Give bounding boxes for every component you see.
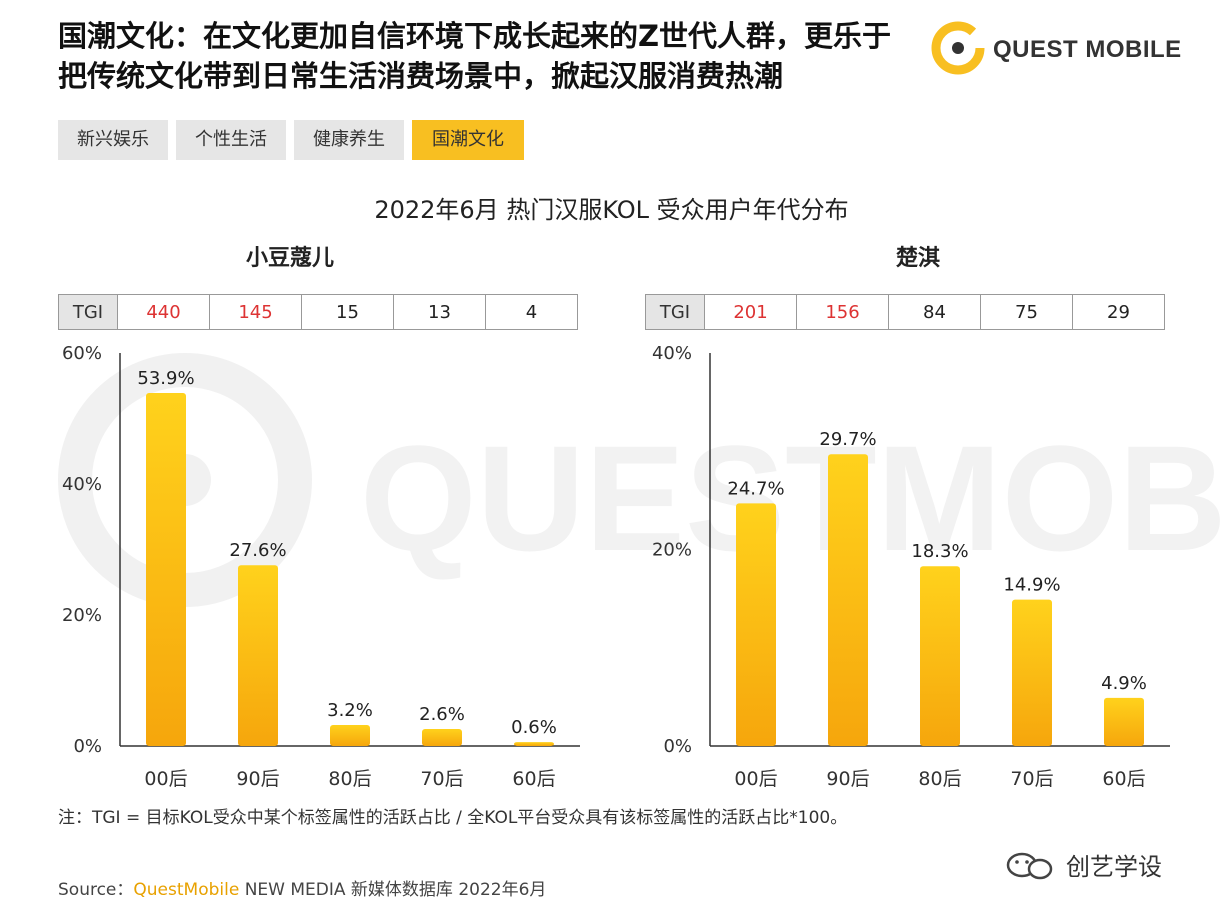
tgi-cell: 13 [393, 294, 486, 330]
x-tick-label: 00后 [144, 768, 187, 790]
y-tick-label: 20% [62, 605, 102, 626]
x-tick-label: 70后 [1010, 768, 1053, 790]
wechat-account-label: 创艺学设 [1066, 853, 1162, 881]
source-prefix: Source： [58, 880, 134, 900]
y-tick-label: 40% [652, 343, 692, 364]
bar-60后 [514, 742, 554, 746]
bar-70后 [1012, 599, 1052, 746]
y-tick-label: 40% [62, 474, 102, 495]
bar-value-label: 53.9% [137, 368, 194, 389]
bar-value-label: 29.7% [819, 429, 876, 450]
left-tgi-table: TGI 440 145 15 13 4 [58, 294, 578, 330]
left-chart-title: 小豆蔻儿 [245, 246, 334, 271]
source-line: Source：QuestMobile NEW MEDIA 新媒体数据库 2022… [58, 875, 546, 900]
x-tick-label: 90后 [826, 768, 869, 790]
tgi-cell: 145 [209, 294, 302, 330]
bar-70后 [422, 728, 462, 746]
page-headline: 国潮文化：在文化更加自信环境下成长起来的Z世代人群，更乐于把传统文化带到日常生活… [58, 19, 892, 93]
x-tick-label: 80后 [918, 768, 961, 790]
source-rest: NEW MEDIA 新媒体数据库 2022年6月 [239, 880, 547, 900]
bar-value-label: 2.6% [419, 704, 465, 725]
bar-value-label: 3.2% [327, 700, 373, 721]
x-tick-label: 00后 [734, 768, 777, 790]
y-tick-label: 60% [62, 343, 102, 364]
tgi-cell: 201 [704, 294, 797, 330]
bar-00后 [146, 392, 186, 746]
tgi-cell: 4 [485, 294, 578, 330]
bar-value-label: 14.9% [1003, 575, 1060, 596]
bar-value-label: 24.7% [727, 478, 784, 499]
bar-60后 [1104, 697, 1144, 746]
tab-health[interactable]: 健康养生 [294, 120, 404, 160]
right-chart-title: 楚淇 [895, 246, 940, 271]
x-tick-label: 90后 [236, 768, 279, 790]
tgi-cell: 75 [980, 294, 1073, 330]
tab-new-entertainment[interactable]: 新兴娱乐 [58, 120, 168, 160]
y-tick-label: 0% [663, 736, 692, 757]
tgi-cell: 440 [117, 294, 210, 330]
tgi-cell: 29 [1072, 294, 1165, 330]
bar-90后 [238, 565, 278, 746]
y-tick-label: 20% [652, 540, 692, 561]
right-tgi-table: TGI 201 156 84 75 29 [645, 294, 1165, 330]
bar-value-label: 0.6% [511, 717, 557, 738]
tgi-label: TGI [58, 294, 118, 330]
x-tick-label: 70后 [420, 768, 463, 790]
tgi-label: TGI [645, 294, 705, 330]
logo-dot-icon [952, 42, 964, 54]
x-tick-label: 60后 [1102, 768, 1145, 790]
y-tick-label: 0% [73, 736, 102, 757]
tgi-cell: 156 [796, 294, 889, 330]
bar-value-label: 18.3% [911, 541, 968, 562]
tab-guochao-culture[interactable]: 国潮文化 [412, 120, 524, 160]
right-bar-chart: 0% 20% 40% 24.7% 00后 29.7% 90后 18.3% 80后 14.9% 70后… [652, 343, 1170, 790]
tgi-cell: 84 [888, 294, 981, 330]
source-brand: QuestMobile [133, 880, 240, 900]
bar-value-label: 4.9% [1101, 673, 1147, 694]
wechat-icon [1006, 852, 1053, 880]
bar-80后 [330, 725, 370, 746]
bar-90后 [828, 454, 868, 746]
questmobile-logo [931, 21, 985, 75]
tgi-cell: 15 [301, 294, 394, 330]
x-tick-label: 60后 [512, 768, 555, 790]
tgi-footnote: 注：TGI = 目标KOL受众中某个标签属性的活跃占比 / 全KOL平台受众具有… [58, 808, 848, 828]
chart-main-title: 2022年6月 热门汉服KOL 受众用户年代分布 [374, 196, 849, 224]
x-tick-label: 80后 [328, 768, 371, 790]
left-bar-chart: 0% 20% 40% 60% 53.9% 00后 27.6% 90后 3.2% 80后 2.6% 70… [62, 343, 580, 790]
bar-00后 [736, 503, 776, 746]
logo-text: QUEST MOBILE [993, 36, 1182, 63]
tab-personal-life[interactable]: 个性生活 [176, 120, 286, 160]
logo-ring-icon [931, 21, 985, 75]
bar-value-label: 27.6% [229, 540, 286, 561]
bar-80后 [920, 566, 960, 746]
